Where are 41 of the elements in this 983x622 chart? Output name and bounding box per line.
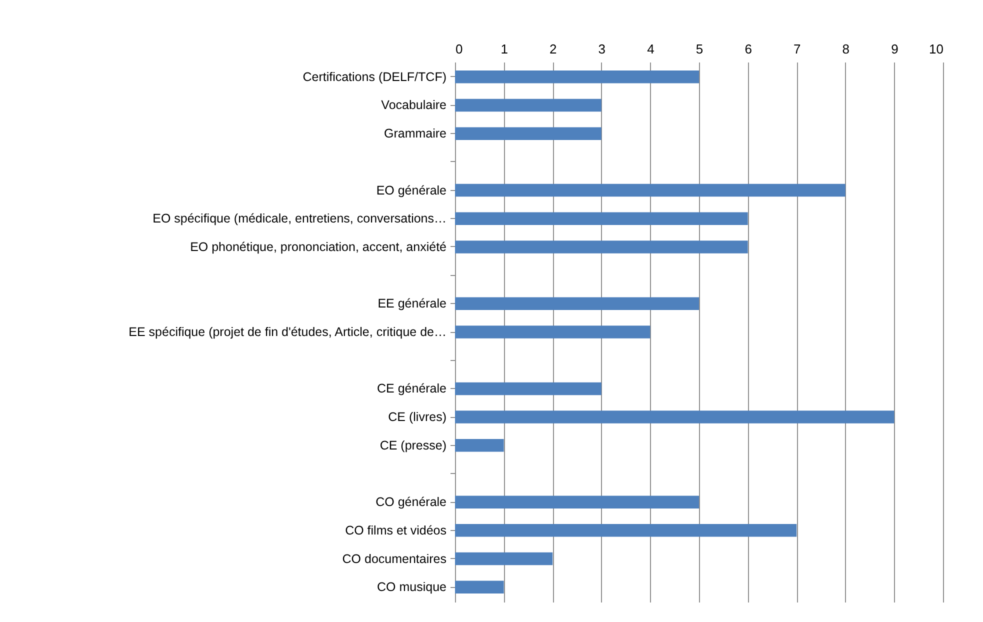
- bar: [455, 127, 602, 140]
- y-tick-label: EO phonétique, prononciation, accent, anxiété: [190, 240, 447, 254]
- bar: [455, 240, 748, 254]
- bar: [455, 70, 699, 84]
- bar: [455, 524, 797, 537]
- y-tick-label: CE générale: [377, 382, 447, 396]
- y-tick-label: Certifications (DELF/TCF): [302, 70, 446, 84]
- y-tick-label: EE générale: [378, 296, 447, 311]
- bar: [455, 439, 504, 452]
- y-tick-label: CO générale: [376, 495, 447, 510]
- bar: [455, 580, 504, 594]
- y-tick-label: CO documentaires: [342, 552, 446, 566]
- y-tick-label: CE (presse): [380, 438, 446, 452]
- x-tick-label: 9: [891, 42, 898, 56]
- x-tick-label: 1: [500, 42, 508, 56]
- bar: [455, 212, 748, 225]
- x-tick-label: 0: [456, 42, 463, 56]
- y-tick-label: EO générale: [376, 183, 447, 198]
- bar: [455, 98, 602, 112]
- bar: [455, 326, 650, 338]
- bar: [455, 496, 699, 508]
- y-tick-label: CO musique: [377, 580, 447, 594]
- x-tick-label: 7: [793, 42, 801, 56]
- y-tick-label: CE (livres): [388, 410, 446, 424]
- y-tick-label: Vocabulaire: [381, 98, 447, 112]
- x-tick-label: 2: [549, 42, 557, 56]
- bar: [455, 552, 553, 566]
- bar: [455, 382, 602, 396]
- x-tick-label: 3: [598, 42, 606, 56]
- x-tick-label: 8: [842, 42, 850, 56]
- x-tick-label: 10: [929, 42, 944, 56]
- y-tick-label: EE spécifique (projet de fin d'études, Article, critique de…: [128, 325, 446, 339]
- y-tick-label: CO films et vidéos: [345, 523, 446, 538]
- y-tick-label: EO spécifique (médicale, entretiens, conversations…: [152, 212, 446, 226]
- x-tick-label: 4: [647, 42, 654, 56]
- x-tick-label: 5: [696, 42, 704, 56]
- bar: [455, 184, 846, 197]
- x-tick-label: 6: [744, 42, 752, 56]
- bar: [455, 410, 894, 424]
- y-tick-label: Grammaire: [384, 126, 447, 141]
- bar: [455, 297, 699, 310]
